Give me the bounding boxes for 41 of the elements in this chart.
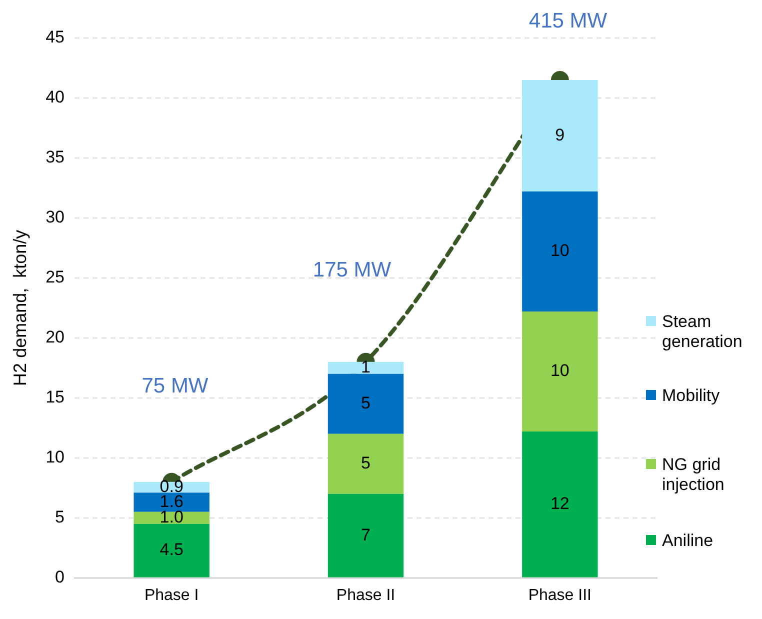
text: 415 MW: [528, 9, 608, 32]
y-tick-label: 10: [46, 448, 65, 467]
data-label: 10: [550, 241, 570, 260]
data-label: 12: [550, 494, 570, 514]
y-tick-label: 45: [46, 28, 65, 47]
data-label: 10: [550, 361, 570, 380]
data-label: 7: [361, 525, 370, 544]
bar: [522, 80, 598, 192]
legend-label: Aniline: [662, 531, 714, 551]
x-tick-label: Phase III: [528, 586, 592, 604]
y-tick-label: 15: [46, 388, 65, 407]
annotation: 175 MW: [312, 258, 392, 282]
bar: [134, 524, 210, 578]
y-tick-label: 25: [46, 268, 65, 287]
y-tick-label: 0: [55, 567, 65, 586]
bar: [522, 312, 598, 432]
y-tick-label: 5: [55, 508, 65, 527]
bar: [522, 431, 598, 578]
bar: [328, 434, 404, 494]
bar: [328, 362, 404, 374]
y-axis-title: H2 demand, kton/y: [10, 230, 30, 386]
bar: [134, 492, 210, 512]
legend-label: Steam generation: [662, 312, 744, 352]
bar: [328, 374, 404, 434]
bar: [522, 192, 598, 312]
bar: [328, 494, 404, 578]
data-label: 5: [361, 394, 370, 413]
y-tick-label: 20: [46, 328, 65, 347]
legend-label: Mobility: [662, 386, 721, 406]
annotation: 75 MW: [142, 374, 208, 398]
data-label: 1: [361, 358, 370, 377]
y-tick-label: 40: [46, 88, 65, 107]
data-label: 5: [361, 454, 370, 473]
y-tick-label: 35: [46, 148, 65, 167]
y-tick-label: 30: [46, 208, 65, 227]
x-tick-label: Phase I: [144, 586, 199, 604]
legend-label: NG grid injection: [662, 455, 726, 495]
bar: [134, 512, 210, 524]
x-tick-label: Phase II: [336, 586, 396, 604]
data-label: 4.5: [160, 540, 184, 560]
data-label: 9: [555, 125, 565, 144]
